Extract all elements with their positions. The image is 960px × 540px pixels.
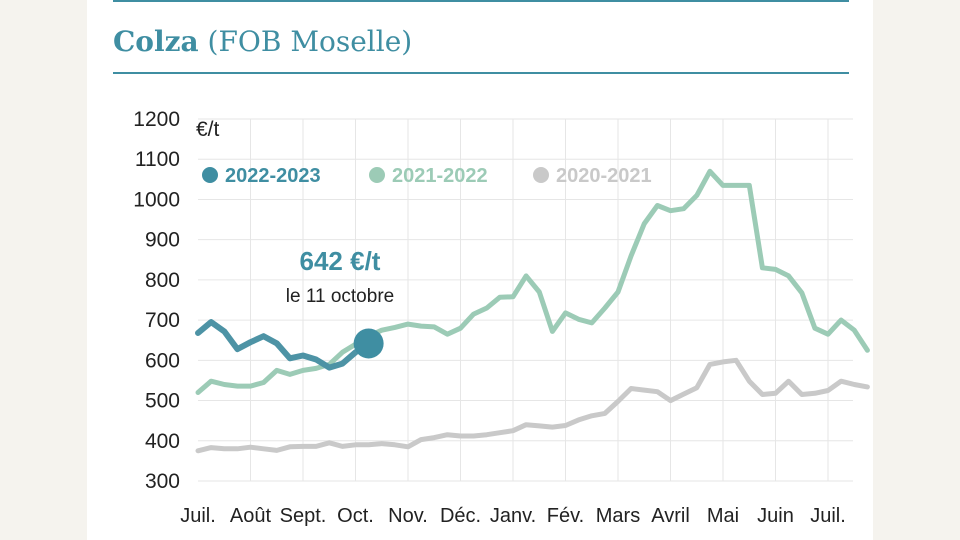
top-rule xyxy=(113,0,849,2)
y-tick-label: 300 xyxy=(145,470,180,493)
x-tick-label: Mai xyxy=(707,505,739,527)
annotation-date: le 11 octobre xyxy=(286,286,394,307)
endpoint-marker xyxy=(353,328,384,359)
legend: 2022-2023 2021-2022 2020-2021 xyxy=(202,165,652,187)
x-tick-label: Mars xyxy=(596,505,640,527)
legend-marker-2021-2022 xyxy=(369,167,385,183)
title-underline xyxy=(113,72,849,74)
y-tick-label: 500 xyxy=(145,390,180,413)
x-tick-label: Nov. xyxy=(388,505,428,527)
x-tick-label: Juin xyxy=(757,505,794,527)
legend-label-2021-2022: 2021-2022 xyxy=(392,165,488,187)
legend-marker-2020-2021 xyxy=(533,167,549,183)
x-tick-label: Juil. xyxy=(810,505,846,527)
x-tick-label: Fév. xyxy=(547,505,584,527)
x-tick-label: Janv. xyxy=(490,505,536,527)
annotation-value: 642 €/t xyxy=(300,246,381,276)
series-line-2020-2021 xyxy=(195,357,870,454)
grid-layer xyxy=(198,118,853,482)
y-tick-label: 1000 xyxy=(133,188,180,211)
y-tick-label: 600 xyxy=(145,349,180,372)
chart-title: Colza (FOB Moselle) xyxy=(113,22,412,62)
series-layer xyxy=(195,168,870,454)
legend-label-2022-2023: 2022-2023 xyxy=(225,165,321,187)
y-tick-label: 700 xyxy=(145,309,180,332)
y-tick-label: 400 xyxy=(145,430,180,453)
series-line-2021-2022 xyxy=(195,168,870,395)
legend-label-2020-2021: 2020-2021 xyxy=(556,165,652,187)
x-tick-label: Déc. xyxy=(440,505,481,527)
y-unit-label: €/t xyxy=(196,118,220,141)
x-tick-label: Juil. xyxy=(180,505,216,527)
x-tick-label: Août xyxy=(230,505,272,527)
x-tick-label: Oct. xyxy=(337,505,374,527)
title-main: Colza xyxy=(113,25,199,58)
legend-marker-2022-2023 xyxy=(202,167,218,183)
series-line-2022-2023 xyxy=(195,319,372,371)
y-tick-label: 1200 xyxy=(133,108,180,131)
x-tick-label: Avril xyxy=(651,505,690,527)
y-tick-label: 1100 xyxy=(135,148,180,171)
y-tick-label: 900 xyxy=(145,229,180,252)
title-sub: (FOB Moselle) xyxy=(207,25,413,58)
axis-layer: 300 400 500 600 700 800 900 1000 1100 1200 Juil. Ao… xyxy=(133,108,846,527)
y-tick-label: 800 xyxy=(145,269,180,292)
x-tick-label: Sept. xyxy=(280,505,327,527)
annotation: 642 €/t le 11 octobre xyxy=(286,246,394,359)
